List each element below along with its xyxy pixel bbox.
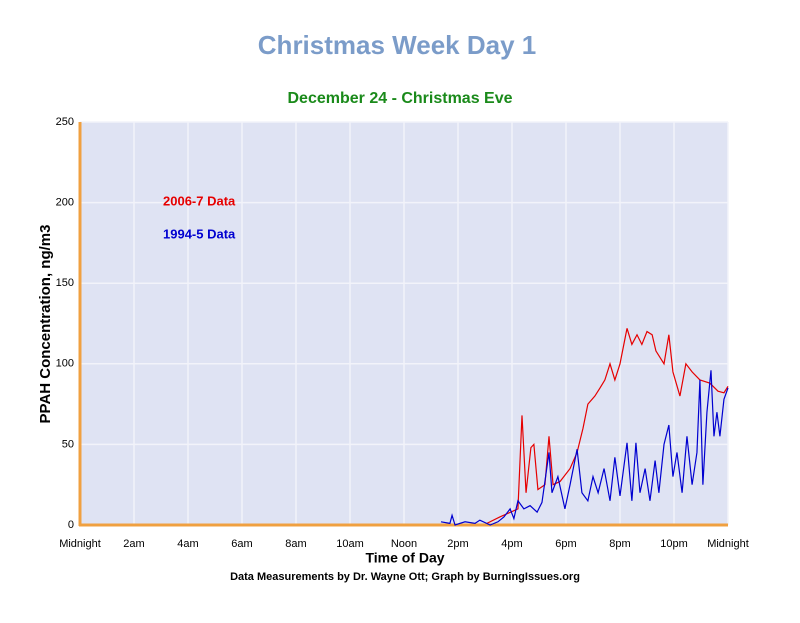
x-tick-label: 10pm bbox=[660, 538, 688, 550]
chart-subtitle: December 24 - Christmas Eve bbox=[288, 90, 513, 107]
x-tick-label: 8pm bbox=[609, 538, 630, 550]
x-tick-label: 8am bbox=[285, 538, 306, 550]
data-line bbox=[486, 328, 729, 524]
x-tick-label: 6pm bbox=[555, 538, 576, 550]
legend-entry: 1994-5 Data bbox=[163, 226, 236, 241]
x-tick-label: 2am bbox=[123, 538, 144, 550]
y-tick-label: 50 bbox=[62, 438, 74, 450]
y-tick-label: 200 bbox=[56, 197, 74, 209]
y-tick-label: 150 bbox=[56, 277, 74, 289]
x-tick-label: 6am bbox=[231, 538, 252, 550]
x-axis-label: Time of Day bbox=[365, 550, 444, 566]
x-tick-label: Noon bbox=[391, 538, 417, 550]
y-tick-label: 0 bbox=[68, 519, 74, 531]
chart-title: Christmas Week Day 1 bbox=[258, 30, 536, 60]
data-line bbox=[440, 370, 729, 526]
footnote: Data Measurements by Dr. Wayne Ott; Grap… bbox=[230, 571, 580, 583]
legend-entry: 2006-7 Data bbox=[163, 193, 236, 208]
y-tick-label: 250 bbox=[56, 116, 74, 128]
x-tick-label: 4am bbox=[177, 538, 198, 550]
x-tick-label: 4pm bbox=[501, 538, 522, 550]
x-tick-label: Midnight bbox=[707, 538, 749, 550]
x-tick-label: 10am bbox=[336, 538, 364, 550]
y-tick-label: 100 bbox=[56, 358, 74, 370]
x-tick-label: 2pm bbox=[447, 538, 468, 550]
y-axis-label: PPAH Concentration, ng/m3 bbox=[37, 225, 54, 424]
x-tick-label: Midnight bbox=[59, 538, 101, 550]
